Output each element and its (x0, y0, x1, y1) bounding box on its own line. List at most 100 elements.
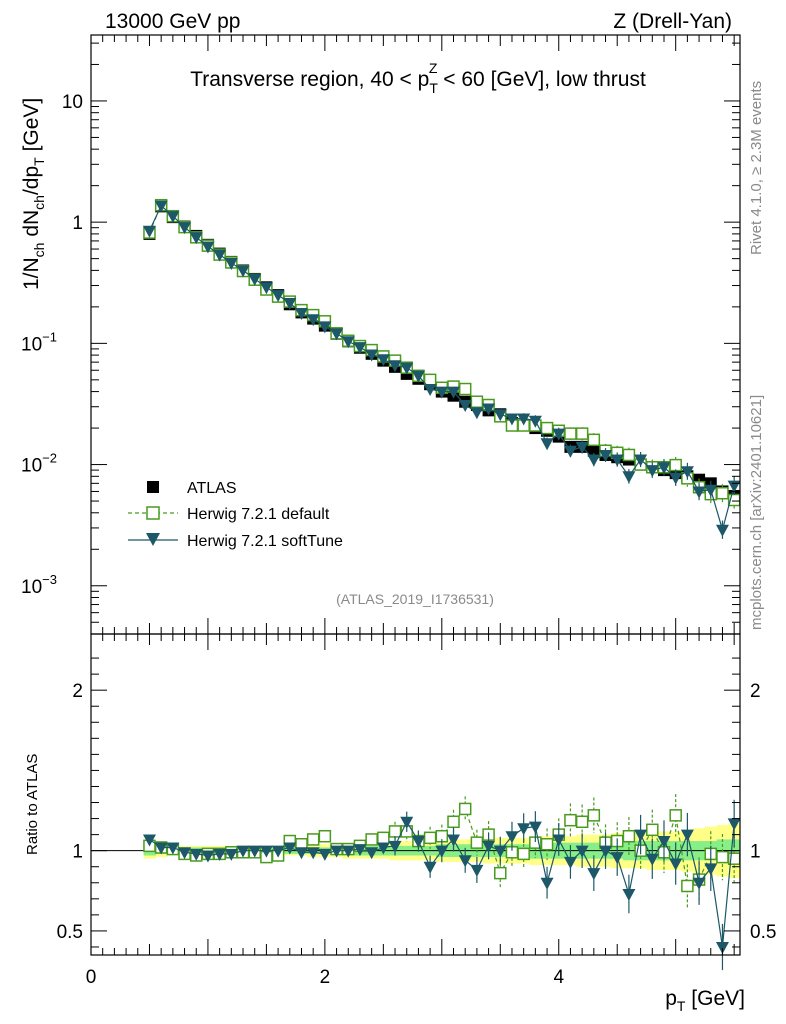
ratio-point (259, 845, 273, 858)
main-point (154, 200, 168, 213)
main-point (388, 360, 402, 373)
main-point (552, 428, 566, 441)
legend: ATLAS Herwig 7.2.1 default Herwig 7.2.1 … (128, 480, 343, 550)
main-point (330, 328, 344, 341)
ratio-point (154, 842, 168, 855)
ratio-point (657, 836, 671, 849)
ratio-point (318, 848, 332, 861)
ratio-ytick-label-right: 0.5 (750, 922, 776, 943)
ratio-point (727, 818, 741, 831)
ratio-point (493, 845, 507, 858)
main-series-line (148, 204, 735, 501)
ratio-point (447, 834, 461, 847)
ratio-point (271, 845, 285, 858)
main-point (166, 211, 180, 224)
ratio-point (634, 829, 648, 842)
main-ylabel: 1/Nch dNch/dpT [GeV] (20, 98, 47, 290)
main-ytick-label: 1 (72, 213, 83, 234)
main-point (189, 232, 203, 245)
ytick-exponent: −3 (42, 572, 57, 587)
main-point (365, 349, 379, 362)
ytick-exponent: −2 (42, 451, 57, 466)
main-point (715, 524, 729, 537)
main-point (259, 282, 273, 295)
ratio-point (353, 844, 367, 857)
ratio-point (669, 809, 682, 822)
ratio-ylabel: Ratio to ATLAS (24, 754, 41, 855)
ratio-point (213, 848, 227, 861)
main-point (142, 225, 156, 238)
ratio-point (365, 847, 379, 860)
main-point (540, 438, 554, 451)
ratio-point (178, 847, 192, 860)
legend-default-marker (146, 506, 160, 520)
ratio-ytick-label: 0.5 (57, 922, 83, 943)
ratio-point (411, 836, 425, 849)
ratio-point (528, 821, 542, 834)
ratio-point (681, 879, 694, 893)
ratio-point (622, 829, 636, 843)
main-point (376, 354, 390, 367)
ratio-point (540, 877, 554, 890)
main-point (704, 484, 718, 497)
ratio-point (587, 868, 601, 881)
ratio-point (505, 831, 519, 844)
ratio-xtick-label: 2 (320, 967, 331, 988)
ratio-point (248, 845, 262, 858)
ylabel-part-6: [GeV] (20, 98, 43, 158)
ratio-point (365, 833, 378, 846)
main-point (423, 373, 437, 387)
main-ytick-label: 10 (62, 92, 83, 113)
ratio-point (669, 858, 683, 871)
main-point (669, 472, 683, 485)
main-point (482, 403, 496, 416)
ratio-point (166, 842, 180, 855)
ratio-point (470, 836, 484, 849)
ratio-point (716, 850, 729, 864)
main-point (610, 454, 624, 467)
main-point (271, 290, 285, 303)
ratio-point (423, 861, 437, 874)
ratio-point (224, 848, 238, 861)
main-point (353, 342, 367, 355)
legend-atlas-label: ATLAS (187, 480, 237, 497)
main-point (458, 400, 472, 413)
ratio-point (388, 840, 402, 853)
ratio-point (646, 823, 659, 837)
rivet-version-text: Rivet 4.1.0, ≥ 2.3M events (748, 81, 765, 255)
main-point (669, 458, 682, 472)
main-point (470, 407, 484, 420)
main-point (587, 444, 600, 457)
main-point (517, 413, 531, 426)
ratio-point (494, 866, 507, 880)
header-left: 13000 GeV pp (105, 10, 240, 33)
ratio-point (482, 840, 496, 853)
header-right: Z (Drell-Yan) (613, 10, 732, 33)
ratio-ytick-label-right: 1 (750, 842, 761, 863)
ytick-exponent: −1 (42, 329, 57, 344)
main-ytick-label: 10−2 (21, 451, 57, 477)
legend-default-label: Herwig 7.2.1 default (187, 506, 330, 523)
legend-softtune-marker (146, 533, 160, 546)
ratio-point (189, 848, 203, 861)
xlabel-part-2: [GeV] (685, 987, 745, 1010)
main-point (622, 471, 636, 484)
ratio-point (458, 802, 472, 816)
ratio-panel-frame (90, 633, 741, 956)
main-point (213, 249, 227, 262)
ylabel-part-4: /dp (20, 166, 43, 195)
ratio-point (330, 845, 344, 858)
ylabel-part-3: ch (31, 195, 47, 210)
ratio-point (517, 823, 531, 836)
main-point (622, 448, 636, 462)
ratio-point (587, 809, 601, 822)
ratio-point (142, 834, 156, 847)
ytick-base: 10 (21, 334, 42, 355)
ratio-point (715, 941, 729, 954)
main-point (283, 298, 297, 311)
ratio-point (552, 834, 566, 847)
ytick-base: 10 (21, 456, 42, 477)
ratio-point (236, 845, 250, 858)
